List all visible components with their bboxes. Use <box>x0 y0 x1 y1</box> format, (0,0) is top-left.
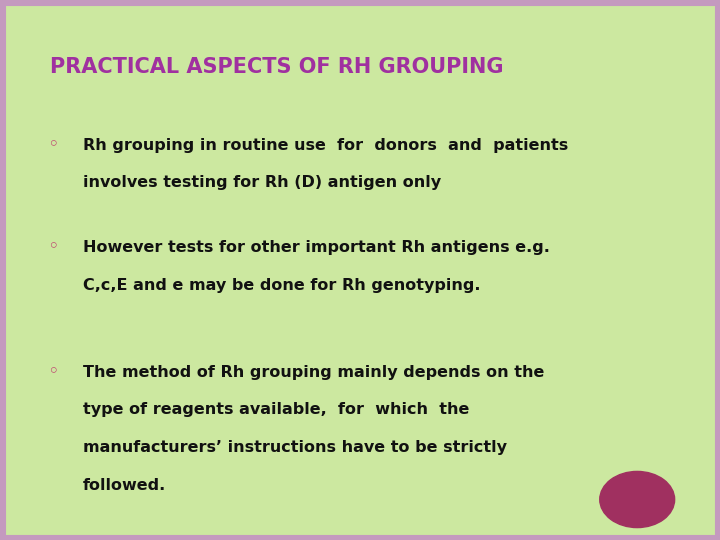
Text: C,c,E and e may be done for Rh genotyping.: C,c,E and e may be done for Rh genotypin… <box>83 278 480 293</box>
Text: followed.: followed. <box>83 478 166 493</box>
Text: type of reagents available,  for  which  the: type of reagents available, for which th… <box>83 402 469 417</box>
Text: ◦: ◦ <box>47 362 58 381</box>
Text: involves testing for Rh (D) antigen only: involves testing for Rh (D) antigen only <box>83 176 441 191</box>
Text: ◦: ◦ <box>47 238 58 256</box>
Text: manufacturers’ instructions have to be strictly: manufacturers’ instructions have to be s… <box>83 440 507 455</box>
Circle shape <box>600 471 675 528</box>
Text: The method of Rh grouping mainly depends on the: The method of Rh grouping mainly depends… <box>83 364 544 380</box>
Text: ◦: ◦ <box>47 135 58 154</box>
Text: PRACTICAL ASPECTS OF RH GROUPING: PRACTICAL ASPECTS OF RH GROUPING <box>50 57 504 77</box>
Text: Rh grouping in routine use  for  donors  and  patients: Rh grouping in routine use for donors an… <box>83 138 568 153</box>
Text: However tests for other important Rh antigens e.g.: However tests for other important Rh ant… <box>83 240 549 255</box>
